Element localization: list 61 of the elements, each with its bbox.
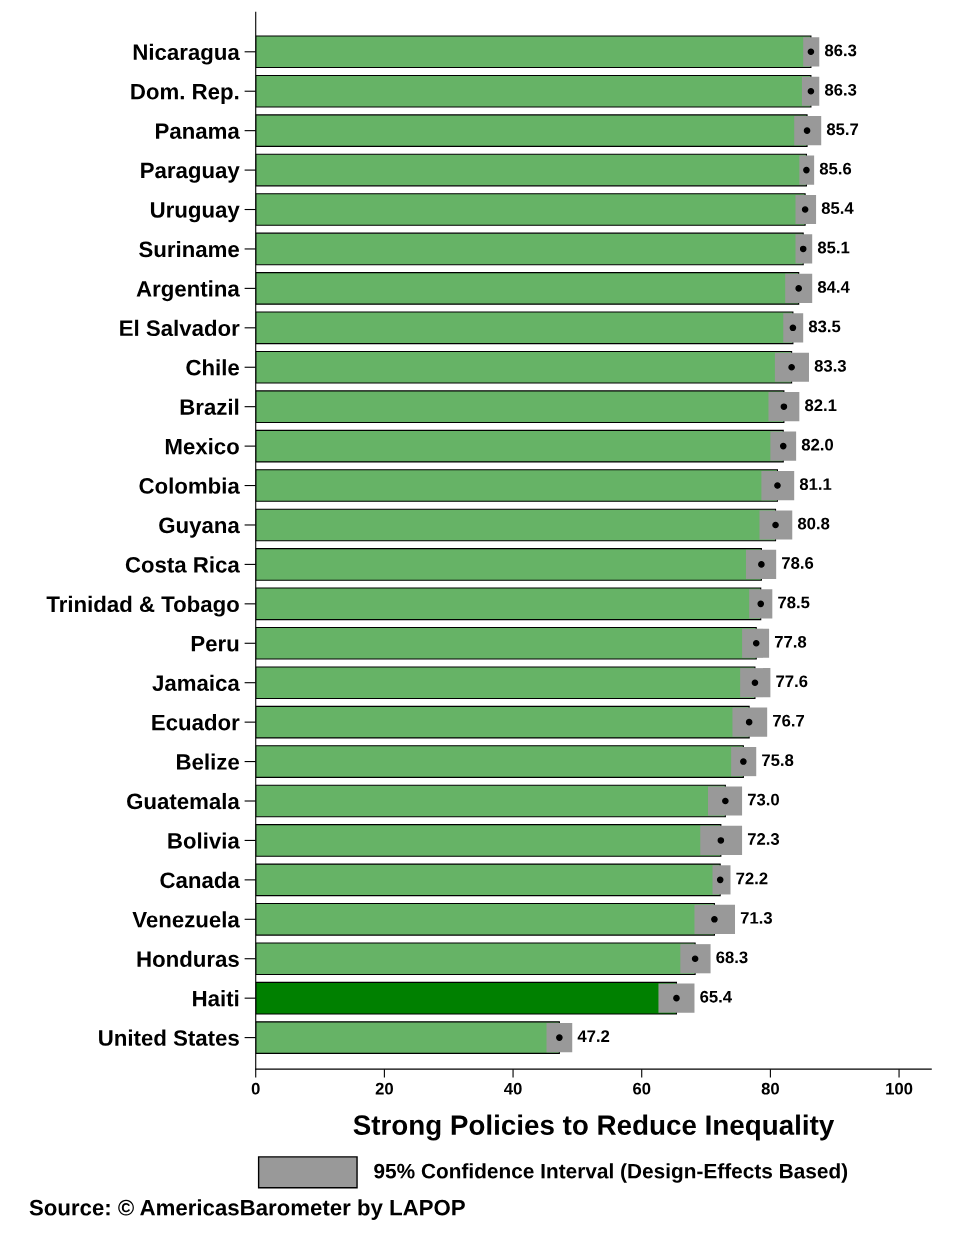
- data-label: 85.6: [819, 162, 852, 175]
- y-tick-label: Bolivia: [168, 832, 240, 849]
- y-tick-label: El Salvador: [120, 319, 240, 337]
- y-tick-label: Brazil: [180, 398, 239, 415]
- data-label: 85.4: [821, 202, 854, 214]
- y-tick-label: Haiti: [193, 990, 239, 1007]
- data-label: 72.3: [747, 833, 780, 845]
- data-label: 82.1: [805, 399, 837, 412]
- text: 95% Confidence Interval (Design-Effects Based): [374, 1163, 848, 1183]
- y-tick-label: Suriname: [139, 240, 239, 258]
- y-tick-label: United States: [99, 1029, 239, 1046]
- data-label: 83.3: [814, 359, 846, 372]
- y-tick-label: Costa Rica: [125, 556, 240, 573]
- source-note: Source: © AmericasBarometer by LAPOP: [29, 1199, 465, 1220]
- data-label: 80.8: [797, 517, 830, 530]
- y-tick-label: Jamaica: [152, 674, 240, 691]
- y-tick-label: Uruguay: [150, 202, 240, 223]
- data-label: 84.4: [817, 281, 850, 293]
- x-axis-title: Strong Policies to Reduce Inequality: [353, 1114, 835, 1141]
- data-label: 82.0: [801, 438, 834, 451]
- data-label: 75.8: [762, 754, 794, 767]
- x-tick-label: 60: [633, 1082, 651, 1095]
- data-label: 77.8: [774, 635, 807, 648]
- y-tick-label: Guatemala: [127, 792, 240, 810]
- y-tick-label: Dom. Rep.: [131, 83, 239, 104]
- x-tick-label: 40: [504, 1082, 522, 1095]
- y-tick-label: Ecuador: [152, 714, 240, 731]
- y-tick-label: Trinidad & Tobago: [46, 595, 239, 617]
- x-tick-label: 100: [886, 1082, 913, 1095]
- data-label: 76.7: [773, 714, 805, 727]
- data-label: 77.6: [776, 675, 808, 688]
- y-tick-label: Colombia: [139, 477, 240, 494]
- data-label: 47.2: [577, 1030, 610, 1042]
- y-tick-label: Nicaragua: [133, 43, 240, 65]
- y-tick-label: Belize: [177, 753, 239, 770]
- y-tick-label: Paraguay: [141, 162, 240, 183]
- y-tick-label: Mexico: [165, 438, 239, 455]
- data-label: 68.3: [716, 951, 748, 964]
- data-label: 78.6: [782, 557, 814, 569]
- y-tick-label: Peru: [191, 636, 239, 652]
- y-tick-label: Guyana: [159, 517, 240, 538]
- data-label: 73.0: [747, 793, 779, 806]
- x-tick-label: 80: [761, 1082, 779, 1095]
- data-label: 65.4: [700, 990, 732, 1003]
- data-label: 85.1: [817, 241, 850, 254]
- data-label: 85.7: [826, 123, 859, 136]
- data-label: 83.5: [808, 320, 841, 333]
- data-label: 78.5: [778, 596, 810, 609]
- x-tick-label: 20: [375, 1082, 393, 1095]
- y-tick-label: Chile: [186, 359, 239, 376]
- y-tick-label: Canada: [160, 871, 240, 889]
- y-tick-label: Honduras: [137, 950, 239, 967]
- data-label: 81.1: [799, 478, 832, 491]
- data-label: 71.3: [740, 911, 772, 924]
- data-label: 86.3: [824, 44, 857, 57]
- x-tick-label: 0: [251, 1082, 260, 1095]
- y-tick-label: Panama: [156, 123, 240, 139]
- y-tick-label: Argentina: [136, 280, 240, 302]
- data-label: 72.2: [736, 872, 768, 885]
- y-tick-label: Venezuela: [132, 911, 240, 928]
- data-label: 86.3: [824, 83, 857, 96]
